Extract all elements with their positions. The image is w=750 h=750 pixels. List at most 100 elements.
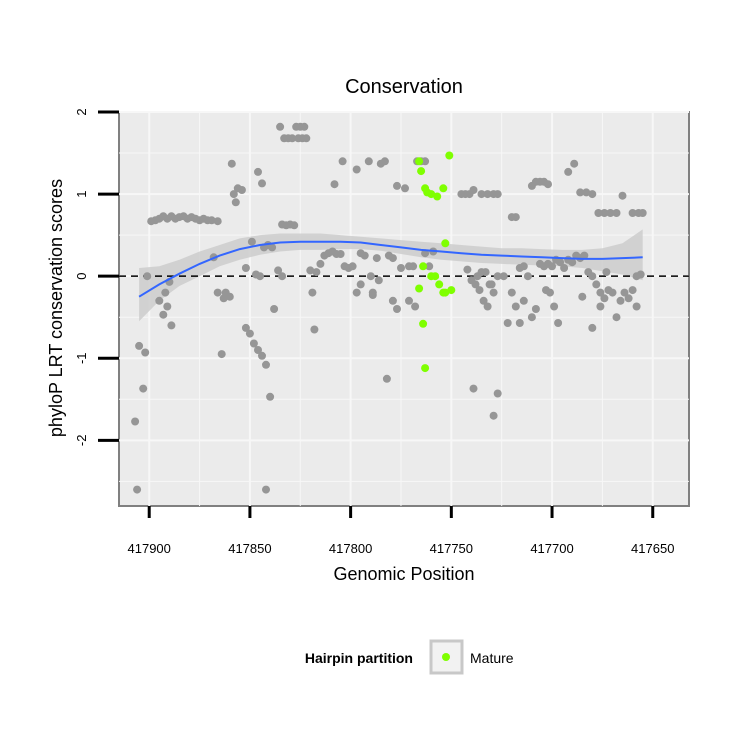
other-point: [372, 254, 381, 263]
other-point: [588, 323, 597, 332]
other-point: [560, 264, 569, 272]
y-tick-label: 1: [74, 190, 89, 197]
other-point: [493, 190, 502, 199]
other-point: [352, 165, 361, 174]
other-point: [469, 186, 478, 194]
other-point: [207, 216, 216, 225]
other-point: [546, 288, 554, 297]
other-point: [290, 221, 299, 230]
other-point: [316, 259, 325, 268]
mature-point: [445, 151, 454, 160]
mature-point: [427, 190, 436, 199]
other-point: [266, 392, 275, 401]
other-point: [582, 188, 591, 197]
other-point: [550, 302, 559, 311]
other-point: [241, 264, 250, 272]
other-point: [225, 292, 234, 301]
legend-key-box: [429, 639, 464, 675]
y-tick-label: -1: [74, 352, 89, 364]
other-point: [499, 272, 508, 281]
other-point: [592, 280, 601, 289]
other-point: [336, 250, 345, 258]
other-point: [356, 280, 365, 289]
other-point: [602, 268, 611, 277]
confidence-band: [139, 229, 643, 322]
other-point: [425, 262, 434, 271]
other-point: [596, 288, 605, 297]
other-point: [638, 209, 647, 217]
other-point: [274, 266, 283, 275]
other-point: [477, 190, 486, 199]
x-tick-label: 417800: [329, 541, 372, 556]
other-point: [249, 339, 258, 348]
other-point: [515, 319, 524, 327]
legend-label-mature: Mature: [470, 650, 514, 666]
other-point: [493, 389, 502, 398]
y-axis: -2 -1 0 1 2: [74, 108, 119, 446]
other-point: [481, 268, 490, 277]
other-point: [628, 209, 637, 217]
mature-point: [419, 262, 428, 271]
other-point: [241, 323, 250, 332]
other-point: [167, 321, 176, 330]
other-point: [161, 288, 170, 297]
other-point: [409, 262, 418, 271]
y-tick-label: -2: [74, 435, 89, 447]
other-point: [254, 167, 262, 176]
y-tick-label: 0: [74, 273, 89, 280]
other-point: [135, 341, 144, 350]
other-point: [217, 350, 226, 359]
other-point: [268, 243, 277, 252]
other-point: [544, 180, 552, 189]
other-point: [143, 272, 152, 281]
other-point: [606, 209, 615, 217]
other-point: [564, 167, 573, 176]
mature-point: [433, 192, 442, 201]
other-point: [556, 258, 565, 267]
other-point: [312, 268, 321, 277]
other-point: [594, 209, 603, 217]
mature-point: [439, 184, 448, 193]
other-point: [258, 351, 266, 360]
confidence-ribbon: [139, 229, 643, 322]
x-tick-label: 417750: [430, 541, 473, 556]
other-point: [616, 296, 625, 305]
mature-point: [419, 319, 428, 328]
other-point: [628, 286, 637, 295]
other-point: [580, 251, 589, 260]
mature-point: [415, 157, 424, 166]
legend-title: Hairpin partition: [305, 650, 413, 666]
other-point: [258, 179, 266, 188]
other-point: [380, 157, 389, 166]
other-point: [262, 485, 270, 494]
other-point: [229, 190, 238, 199]
other-point: [131, 417, 140, 426]
other-point: [600, 294, 609, 303]
other-point: [405, 296, 413, 305]
mature-point: [447, 286, 456, 295]
other-point: [366, 272, 375, 281]
x-tick-label: 417700: [530, 541, 573, 556]
x-tick-label: 417900: [128, 541, 171, 556]
chart-title: Conservation: [345, 76, 463, 98]
other-point: [489, 288, 498, 297]
other-point: [276, 122, 285, 131]
other-point: [531, 305, 540, 313]
other-point: [493, 272, 502, 281]
other-point: [278, 272, 287, 281]
other-point: [382, 374, 391, 383]
other-point: [511, 302, 520, 311]
other-point: [227, 159, 236, 168]
other-point: [588, 272, 597, 281]
other-point: [256, 272, 264, 281]
smooth-line: [138, 240, 643, 298]
other-point: [636, 270, 645, 279]
other-point: [262, 360, 270, 369]
mature-point: [441, 288, 450, 297]
y-tick-label: 2: [74, 108, 89, 115]
other-point: [300, 122, 309, 131]
other-point: [213, 288, 222, 297]
other-point: [576, 188, 585, 197]
other-point: [368, 291, 377, 299]
